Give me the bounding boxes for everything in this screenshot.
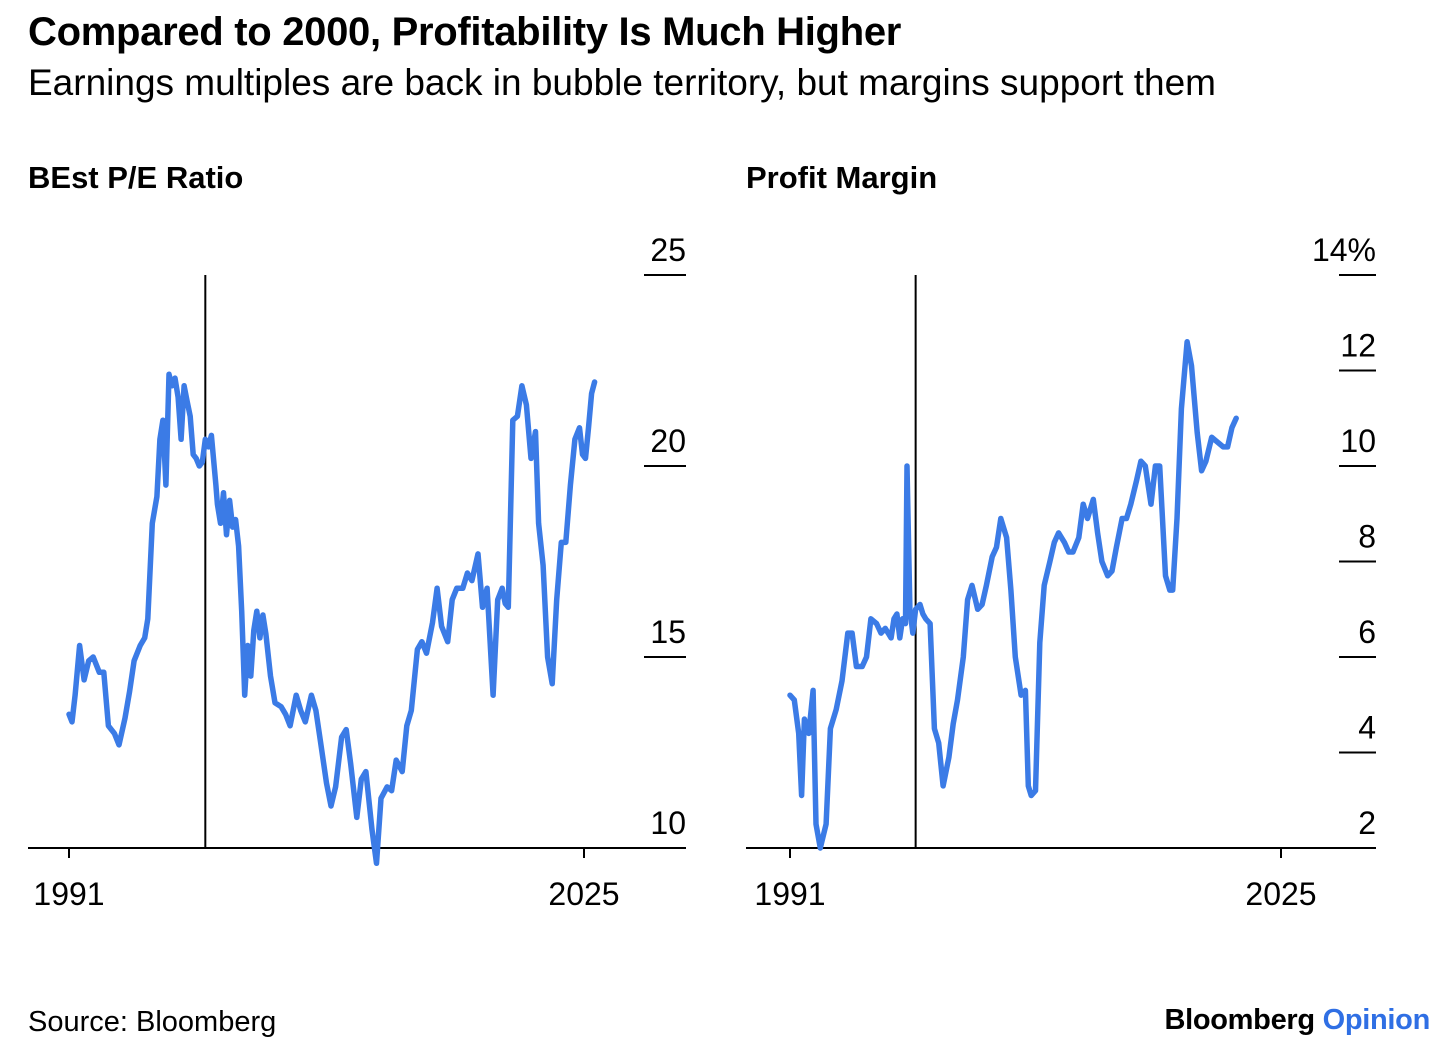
pm-x-tick-label: 2025 [1245,876,1316,912]
pe-x-tick-label: 1991 [33,876,104,912]
pe-x-tick-label: 2025 [548,876,619,912]
pm-y-tick-label: 14% [1312,232,1376,268]
pe-y-tick-label: 10 [650,805,686,841]
chart-title: Compared to 2000, Profitability Is Much … [28,10,902,54]
pe-y-tick-label: 25 [650,232,686,268]
pe-series-line [66,371,598,867]
logo-suffix: Opinion [1322,1004,1431,1036]
bloomberg-opinion-logo: Bloomberg Opinion [1164,1004,1430,1037]
pe-y-tick-label: 15 [650,614,686,650]
pm-y-tick-label: 10 [1340,423,1376,459]
pm-y-tick-label: 4 [1358,710,1376,746]
pm-series-line [787,339,1239,851]
pm-y-tick-label: 6 [1358,614,1376,650]
pm-y-tick-label: 12 [1340,328,1376,364]
chart-subtitle: Earnings multiples are back in bubble te… [28,62,1216,103]
pe-panel-title: BEst P/E Ratio [28,160,244,195]
pe-y-tick-label: 20 [650,423,686,459]
margin-panel-title: Profit Margin [746,160,938,195]
source-note: Source: Bloomberg [28,1006,277,1038]
pm-x-tick-label: 1991 [754,876,825,912]
pm-y-tick-label: 2 [1358,805,1376,841]
logo-brand: Bloomberg [1164,1004,1315,1036]
pm-y-tick-label: 8 [1358,519,1376,555]
